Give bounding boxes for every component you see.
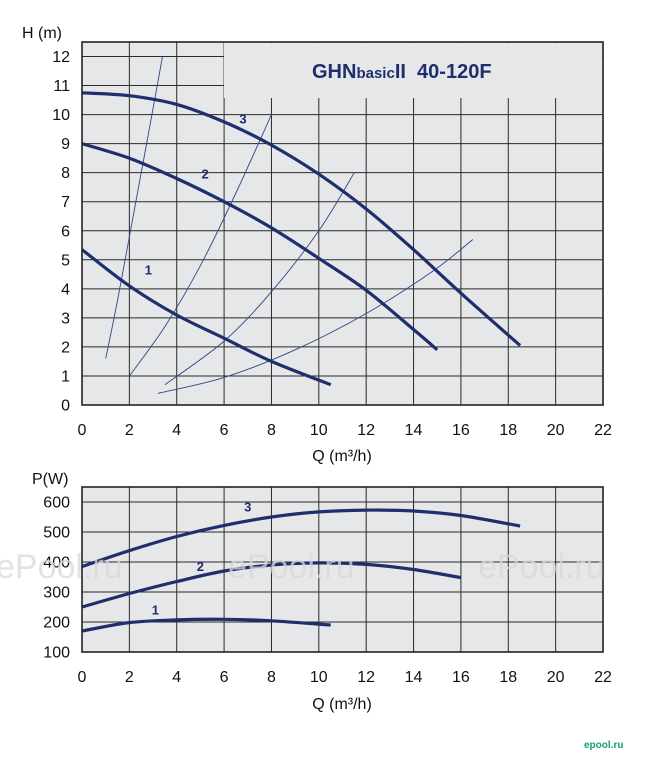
top-y-tick-label: 9 bbox=[61, 136, 70, 153]
bot-y-tick-label: 600 bbox=[43, 495, 70, 512]
top-x-tick-label: 16 bbox=[452, 422, 470, 439]
bot-x-tick-label: 20 bbox=[547, 669, 565, 686]
bot-x-tick-label: 22 bbox=[594, 669, 612, 686]
top-y-tick-label: 10 bbox=[52, 107, 70, 124]
bot-x-tick-label: 0 bbox=[78, 669, 87, 686]
bot-curve-label-3: 3 bbox=[244, 500, 251, 515]
bot-x-tick-label: 16 bbox=[452, 669, 470, 686]
bot-y-tick-label: 100 bbox=[43, 645, 70, 662]
bot-x-tick-label: 12 bbox=[357, 669, 375, 686]
bot-x-tick-label: 4 bbox=[172, 669, 181, 686]
power-plot-area bbox=[82, 487, 603, 652]
head-chart: GHNbasicII 40-120F 123 0 2 4 6 8 10 12 14 16 18 20… bbox=[22, 25, 612, 465]
head-x-ticks: 0 2 4 6 8 10 12 14 16 18 20 22 bbox=[78, 422, 612, 439]
system-curve-2 bbox=[129, 114, 272, 377]
bot-x-tick-label: 10 bbox=[310, 669, 328, 686]
system-curve-4 bbox=[157, 239, 474, 394]
system-curve-1 bbox=[105, 56, 163, 359]
top-y-tick-label: 0 bbox=[61, 398, 70, 415]
power-series bbox=[81, 508, 521, 633]
top-x-tick-label: 20 bbox=[547, 422, 565, 439]
top-x-tick-label: 0 bbox=[78, 422, 87, 439]
bot-y-tick-label: 300 bbox=[43, 585, 70, 602]
power-y-ticks: 100 200 300 400 500 600 bbox=[43, 495, 70, 662]
bot-x-tick-label: 2 bbox=[125, 669, 134, 686]
top-x-tick-label: 6 bbox=[220, 422, 229, 439]
power-curve-labels: 1 2 3 bbox=[152, 500, 252, 618]
power-x-ticks: 0 2 4 6 8 10 12 14 16 18 20 22 bbox=[78, 669, 612, 686]
title-box bbox=[224, 43, 602, 98]
top-series-2-line bbox=[81, 142, 439, 352]
watermark-right: ePool.ru bbox=[478, 548, 605, 586]
head-curve-labels: 1 2 3 bbox=[145, 111, 247, 277]
top-x-tick-label: 2 bbox=[125, 422, 134, 439]
bot-x-tick-label: 6 bbox=[220, 669, 229, 686]
bot-series-2-line bbox=[81, 561, 462, 609]
top-series-1-line bbox=[81, 248, 332, 387]
top-x-tick-label: 8 bbox=[267, 422, 276, 439]
watermark-center: ePool.ru bbox=[228, 548, 355, 586]
bot-y-tick-label: 400 bbox=[43, 555, 70, 572]
top-y-tick-label: 6 bbox=[61, 223, 70, 240]
power-y-axis-title: P(W) bbox=[32, 471, 68, 488]
top-y-tick-label: 8 bbox=[61, 165, 70, 182]
system-curves bbox=[105, 56, 474, 394]
bot-x-tick-label: 14 bbox=[405, 669, 423, 686]
power-chart: 123 0 2 4 6 8 10 12 14 16 18 20 22 1002003004005006… bbox=[32, 471, 612, 713]
top-x-tick-label: 22 bbox=[594, 422, 612, 439]
top-x-tick-label: 18 bbox=[499, 422, 517, 439]
brand-logo: epool.ru bbox=[584, 740, 623, 751]
head-y-axis-title: H (m) bbox=[22, 25, 62, 42]
system-curve-3 bbox=[164, 172, 355, 386]
chart-title-part-2: basic bbox=[356, 65, 394, 82]
bot-curve-label-1: 1 bbox=[152, 603, 159, 618]
top-y-tick-label: 1 bbox=[61, 368, 70, 385]
top-y-tick-label: 4 bbox=[61, 281, 70, 298]
power-x-axis-title: Q (m³/h) bbox=[312, 696, 372, 713]
chart-title: GHNbasicII 40-120F bbox=[312, 61, 492, 83]
top-y-tick-label: 2 bbox=[61, 339, 70, 356]
top-y-tick-label: 7 bbox=[61, 194, 70, 211]
top-curve-label-3: 3 bbox=[239, 111, 246, 126]
bot-curve-label-2: 2 bbox=[197, 559, 204, 574]
watermark-left: ePool.ru bbox=[0, 548, 123, 586]
top-series-3-line bbox=[81, 91, 522, 347]
top-curve-label-2: 2 bbox=[202, 166, 209, 181]
head-plot-frame bbox=[81, 41, 604, 406]
chart-title-part-1: GHN bbox=[312, 61, 356, 83]
top-x-tick-label: 14 bbox=[405, 422, 423, 439]
top-y-tick-label: 3 bbox=[61, 310, 70, 327]
chart-title-part-3: II 40-120F bbox=[395, 61, 492, 83]
bot-x-tick-label: 18 bbox=[499, 669, 517, 686]
head-series bbox=[81, 91, 522, 387]
power-plot-frame bbox=[81, 486, 604, 653]
bot-series-3-line bbox=[81, 508, 521, 569]
top-x-tick-label: 12 bbox=[357, 422, 375, 439]
bot-y-tick-label: 200 bbox=[43, 615, 70, 632]
top-y-tick-label: 5 bbox=[61, 252, 70, 269]
top-y-tick-label: 12 bbox=[52, 49, 70, 66]
bot-x-tick-label: 8 bbox=[267, 669, 276, 686]
top-curve-label-1: 1 bbox=[145, 262, 152, 277]
top-y-tick-label: 11 bbox=[53, 78, 70, 95]
watermarks: ePool.ru ePool.ru ePool.ru bbox=[0, 548, 605, 586]
top-x-tick-label: 4 bbox=[172, 422, 181, 439]
top-x-tick-label: 10 bbox=[310, 422, 328, 439]
bot-y-tick-label: 500 bbox=[43, 525, 70, 542]
head-x-axis-title: Q (m³/h) bbox=[312, 448, 372, 465]
bot-series-1-line bbox=[81, 617, 331, 633]
